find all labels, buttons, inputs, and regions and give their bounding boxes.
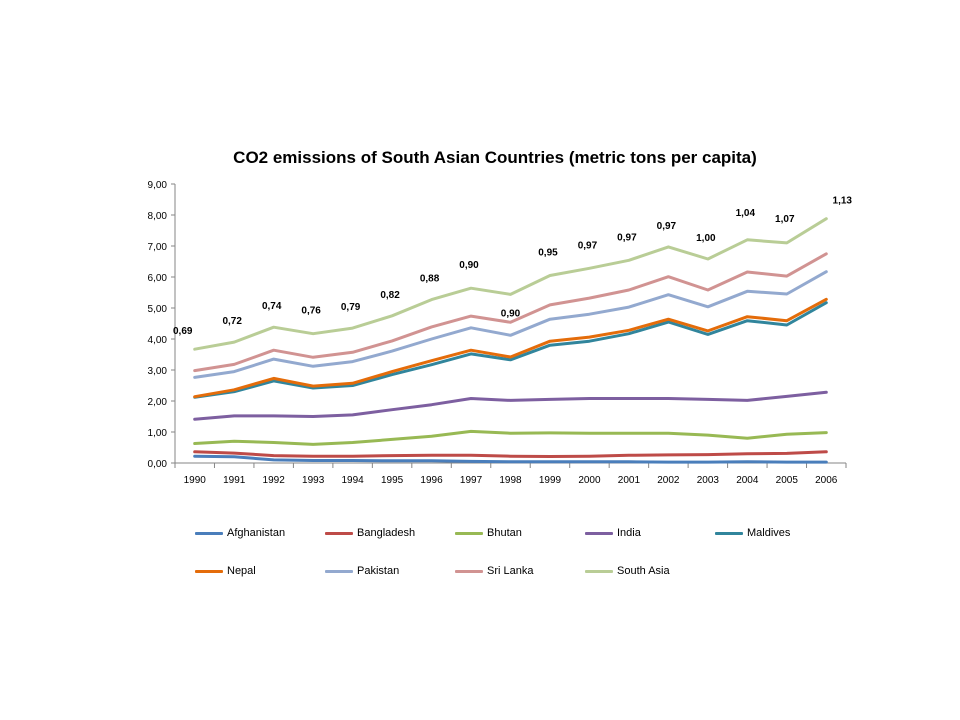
series-line-india [193,390,828,421]
data-label: 0,95 [538,247,558,258]
data-label: 0,90 [459,260,479,271]
series-line-bhutan [193,429,828,446]
legend-item: Pakistan [325,565,399,577]
x-tick-label: 2000 [578,475,601,486]
legend-swatch [715,531,743,535]
legend-label: Pakistan [357,565,400,577]
data-labels: 0,69 0,72 0,74 0,76 0,79 0,82 0,88 0,90 0,90 0,95… [173,196,852,338]
data-label: 0,88 [420,274,440,285]
legend-swatch [585,531,613,535]
legend-item: Bangladesh [325,527,415,539]
data-label: 0,97 [617,232,637,243]
series-line-sri-lanka [193,252,828,373]
x-tick-label: 1994 [341,475,364,486]
series-line-maldives [193,301,828,399]
y-tick-label: 7,00 [148,242,168,253]
y-tick-label: 5,00 [148,304,168,315]
legend-swatch [325,531,353,535]
data-label: 1,07 [775,214,795,225]
legend-swatch [455,569,483,573]
y-tick-label: 8,00 [148,211,168,222]
y-tick-label: 0,00 [148,459,168,470]
legend-item: South Asia [585,565,670,577]
y-tick-label: 4,00 [148,335,168,346]
x-tick-label: 1995 [381,475,404,486]
series-line-nepal [193,297,828,399]
data-label: 0,97 [657,221,677,232]
y-tick-label: 2,00 [148,397,168,408]
x-tick-label: 1993 [302,475,325,486]
x-tick-label: 1997 [460,475,483,486]
x-tick-label: 2005 [776,475,799,486]
series-line-bangladesh [193,450,828,458]
legend-item: Nepal [195,565,256,577]
legend-item: Maldives [715,527,790,539]
legend-swatch [325,569,353,573]
chart-title: CO2 emissions of South Asian Countries (… [233,148,757,167]
data-label: 0,74 [262,301,282,312]
axes: 0,00 1,00 2,00 3,00 4,00 5,00 6,00 7,00 8,00 9,00… [148,180,847,486]
x-tick-label: 1999 [539,475,562,486]
x-tick-label: 1991 [223,475,246,486]
series-line-south-asia [193,217,828,351]
legend-swatch [585,569,613,573]
y-tick-label: 1,00 [148,428,168,439]
legend-label: Nepal [227,565,256,577]
legend-label: South Asia [617,565,670,577]
series-line-afghanistan [193,454,828,464]
x-tick-label: 1998 [499,475,522,486]
legend-swatch [455,531,483,535]
data-label: 1,13 [833,196,853,207]
data-label: 0,97 [578,240,598,251]
legend-swatch [195,569,223,573]
x-tick-label: 2002 [657,475,680,486]
x-tick-label: 2004 [736,475,759,486]
data-label: 0,82 [380,290,400,301]
legend-item: Sri Lanka [455,565,533,577]
data-label: 0,79 [341,302,361,313]
legend-label: Afghanistan [227,527,286,539]
x-tick-label: 2006 [815,475,838,486]
x-tick-label: 1990 [184,475,207,486]
data-label: 0,76 [301,306,321,317]
legend-item: India [585,527,641,539]
legend-swatch [195,531,223,535]
data-label: 0,72 [222,316,242,327]
series-lines [193,217,828,464]
data-label: 1,04 [736,208,756,219]
y-tick-label: 3,00 [148,366,168,377]
x-tick-label: 2001 [618,475,641,486]
x-tick-label: 1992 [263,475,286,486]
data-label: 0,69 [173,326,193,337]
x-tick-label: 2003 [697,475,720,486]
legend-label: Sri Lanka [487,565,534,577]
legend-label: India [617,527,641,539]
legend-label: Bhutan [487,527,522,539]
legend-label: Bangladesh [357,527,416,539]
legend-item: Bhutan [455,527,522,539]
series-line-pakistan [193,270,828,379]
data-label: 0,90 [501,308,521,319]
legend-item: Afghanistan [195,527,285,539]
data-label: 1,00 [696,233,716,244]
legend-label: Maldives [747,527,791,539]
y-tick-label: 9,00 [148,180,168,191]
y-tick-label: 6,00 [148,273,168,284]
x-tick-label: 1996 [420,475,443,486]
